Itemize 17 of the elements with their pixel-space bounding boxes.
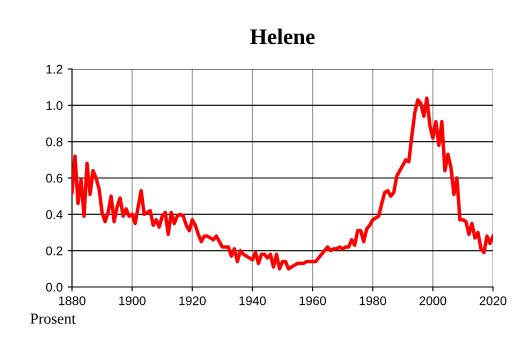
y-tick-label: 1.2 <box>46 64 62 74</box>
x-tick-label: 2000 <box>420 296 446 306</box>
text: Prosent <box>30 314 76 324</box>
x-tick-label: 2020 <box>480 296 506 306</box>
x-tick-label: 1980 <box>360 296 386 306</box>
x-tick-label: 1880 <box>59 296 86 306</box>
y-tick-label: 0.0 <box>46 282 62 292</box>
chart-title: Helene <box>250 28 315 44</box>
x-tick-label: 1920 <box>179 296 206 306</box>
y-tick-label: 0.8 <box>46 137 62 146</box>
y-tick-label: 1.0 <box>46 101 62 110</box>
x-tick-label: 1960 <box>300 296 326 306</box>
x-tick-label: 1940 <box>239 296 266 306</box>
y-tick-label: 0.2 <box>46 246 62 256</box>
x-tick-label: 1900 <box>119 296 146 306</box>
y-tick-label: 0.6 <box>46 174 62 183</box>
y-tick-label: 0.4 <box>46 210 63 219</box>
